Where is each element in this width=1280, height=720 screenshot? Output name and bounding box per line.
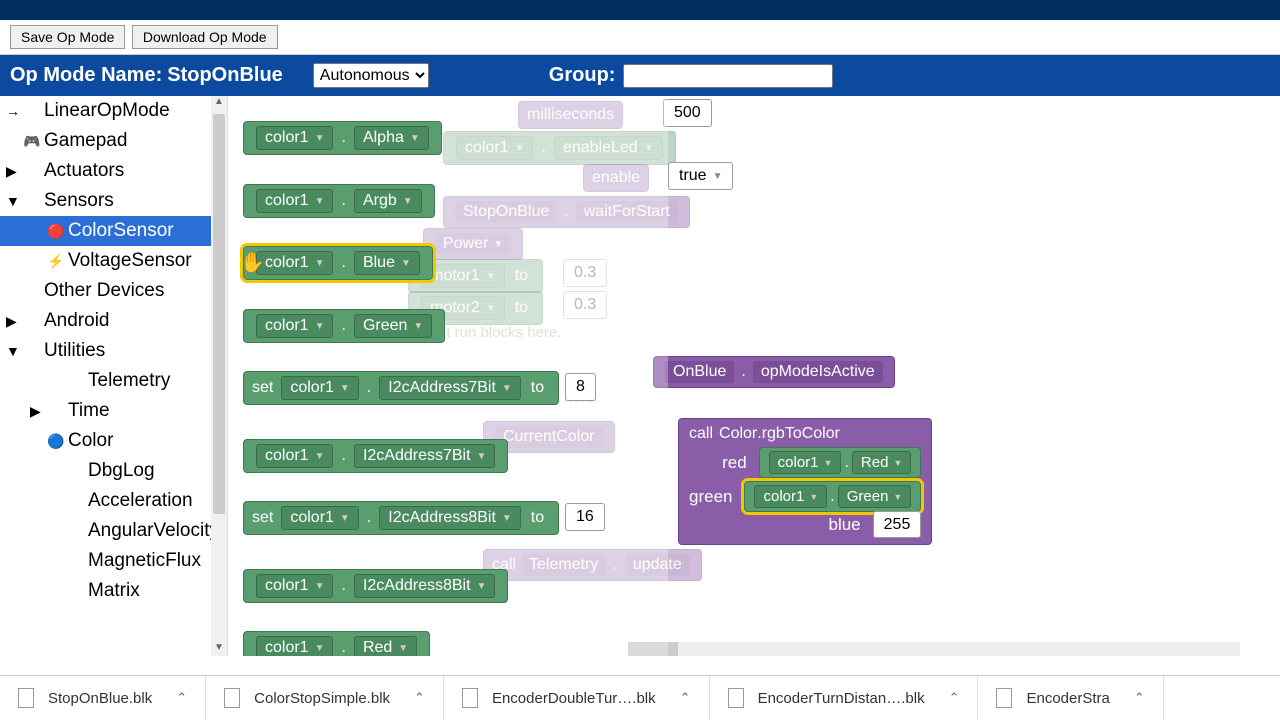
group-label: Group:	[549, 64, 616, 87]
bg-opmodeisactive: OnBlue . opModeIsActive	[653, 356, 895, 388]
file-tab[interactable]: EncoderStra⌃	[978, 676, 1163, 720]
bg-enable-value: true▼	[668, 162, 733, 190]
category-acceleration[interactable]: Acceleration	[0, 486, 227, 516]
category-color[interactable]: 🔵Color	[0, 426, 227, 456]
flyout-value[interactable]: 8	[565, 373, 596, 401]
category-dbglog[interactable]: DbgLog	[0, 456, 227, 486]
rgb-row-green: greencolor1▼.Green▼	[689, 481, 921, 512]
group-input[interactable]	[623, 64, 833, 88]
category-gamepad[interactable]: 🎮Gamepad	[0, 126, 227, 156]
file-tab[interactable]: ColorStopSimple.blk⌃	[206, 676, 444, 720]
category-android[interactable]: ▶Android	[0, 306, 227, 336]
opmode-label: Op Mode Name:	[10, 64, 162, 87]
file-tab[interactable]: EncoderDoubleTur….blk⌃	[444, 676, 710, 720]
opmode-type-select[interactable]: Autonomous	[313, 63, 429, 88]
category-actuators[interactable]: ▶Actuators	[0, 156, 227, 186]
flyout-block-i2caddress8bit[interactable]: color1▼.I2cAddress8Bit▼	[243, 569, 508, 603]
opmode-bar: Op Mode Name: StopOnBlue Autonomous Grou…	[0, 55, 1280, 96]
category-angularvelocity[interactable]: AngularVelocity	[0, 516, 227, 546]
category-voltagesensor[interactable]: ⚡VoltageSensor	[0, 246, 227, 276]
category-linearopmode[interactable]: →LinearOpMode	[0, 96, 227, 126]
flyout-value[interactable]: 16	[565, 503, 605, 531]
main-area: →LinearOpMode🎮Gamepad▶Actuators▼Sensors🔴…	[0, 96, 1280, 656]
category-colorsensor[interactable]: 🔴ColorSensor	[0, 216, 227, 246]
file-tabs-bar: StopOnBlue.blk⌃ColorStopSimple.blk⌃Encod…	[0, 675, 1280, 720]
toolbar: Save Op Mode Download Op Mode	[0, 20, 1280, 55]
category-sensors[interactable]: ▼Sensors	[0, 186, 227, 216]
rgb-row-red: redcolor1▼.Red▼	[689, 447, 921, 478]
flyout-block-i2caddress7bit[interactable]: color1▼.I2cAddress7Bit▼	[243, 439, 508, 473]
file-tab[interactable]: EncoderTurnDistan….blk⌃	[710, 676, 979, 720]
blocks-workspace[interactable]: milliseconds 500 color1▼ . enableLed▼ en…	[228, 96, 1280, 656]
flyout-block-argb[interactable]: color1▼.Argb▼	[243, 184, 435, 218]
bg-ms-value: 500	[663, 99, 712, 127]
category-other devices[interactable]: Other Devices	[0, 276, 227, 306]
header-branding	[0, 0, 1280, 20]
category-matrix[interactable]: Matrix	[0, 576, 227, 606]
flyout-block-alpha[interactable]: color1▼.Alpha▼	[243, 121, 442, 155]
rgb-to-color-block[interactable]: call Color . rgbToColor redcolor1▼.Red▼g…	[678, 418, 932, 545]
flyout-block-green[interactable]: color1▼.Green▼	[243, 309, 445, 343]
rgb-row-blue: blue255	[689, 515, 921, 535]
category-telemetry[interactable]: Telemetry	[0, 366, 227, 396]
flyout-block-red[interactable]: color1▼.Red▼	[243, 631, 430, 656]
category-sidebar: →LinearOpMode🎮Gamepad▶Actuators▼Sensors🔴…	[0, 96, 228, 656]
download-button[interactable]: Download Op Mode	[132, 25, 278, 49]
file-tab[interactable]: StopOnBlue.blk⌃	[0, 676, 206, 720]
category-utilities[interactable]: ▼Utilities	[0, 336, 227, 366]
save-button[interactable]: Save Op Mode	[10, 25, 125, 49]
flyout-block-i2caddress8bit[interactable]: setcolor1▼.I2cAddress8Bit▼to	[243, 501, 559, 535]
category-time[interactable]: ▶Time	[0, 396, 227, 426]
sidebar-scrollbar[interactable]: ▲ ▼	[211, 96, 227, 656]
opmode-name: StopOnBlue	[167, 64, 283, 87]
flyout-block-blue[interactable]: color1▼.Blue▼	[243, 246, 433, 280]
category-magneticflux[interactable]: MagneticFlux	[0, 546, 227, 576]
workspace-hscroll[interactable]	[628, 642, 1240, 656]
flyout-block-i2caddress7bit[interactable]: setcolor1▼.I2cAddress7Bit▼to	[243, 371, 559, 405]
